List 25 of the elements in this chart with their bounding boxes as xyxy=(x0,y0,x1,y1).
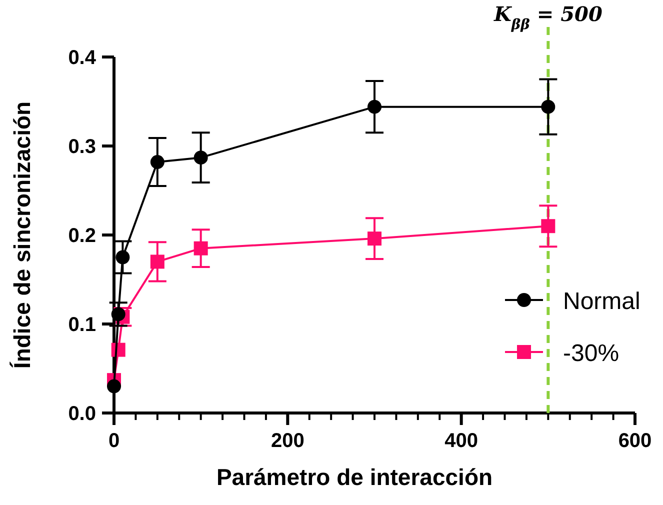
x-tick-label: 600 xyxy=(618,430,652,452)
y-tick-label: 0.1 xyxy=(68,314,96,336)
x-tick-label: 0 xyxy=(108,430,120,452)
point xyxy=(368,100,382,114)
point xyxy=(194,241,208,256)
y-axis-title: Índice de sincronización xyxy=(9,101,35,369)
point xyxy=(194,150,208,165)
point xyxy=(150,254,164,269)
legend-label: Normal xyxy=(563,288,640,315)
point xyxy=(107,379,121,394)
y-tick-label: 0.0 xyxy=(68,403,96,425)
x-tick-label: 400 xyxy=(444,430,478,452)
point xyxy=(116,250,130,264)
y-tick-label: 0.2 xyxy=(68,225,96,247)
point xyxy=(541,100,556,114)
ref-line-label: K$_{ββ}$ = 500 xyxy=(492,2,602,33)
legend-label: -30% xyxy=(563,340,620,367)
y-tick-label: 0.3 xyxy=(68,136,96,158)
x-axis-title: Parámetro de interacción xyxy=(216,464,493,490)
y-tick-label: 0.4 xyxy=(68,47,97,69)
x-tick-label: 200 xyxy=(270,430,304,452)
point xyxy=(150,155,164,170)
point xyxy=(111,307,126,322)
point xyxy=(368,232,382,246)
point xyxy=(541,219,556,234)
